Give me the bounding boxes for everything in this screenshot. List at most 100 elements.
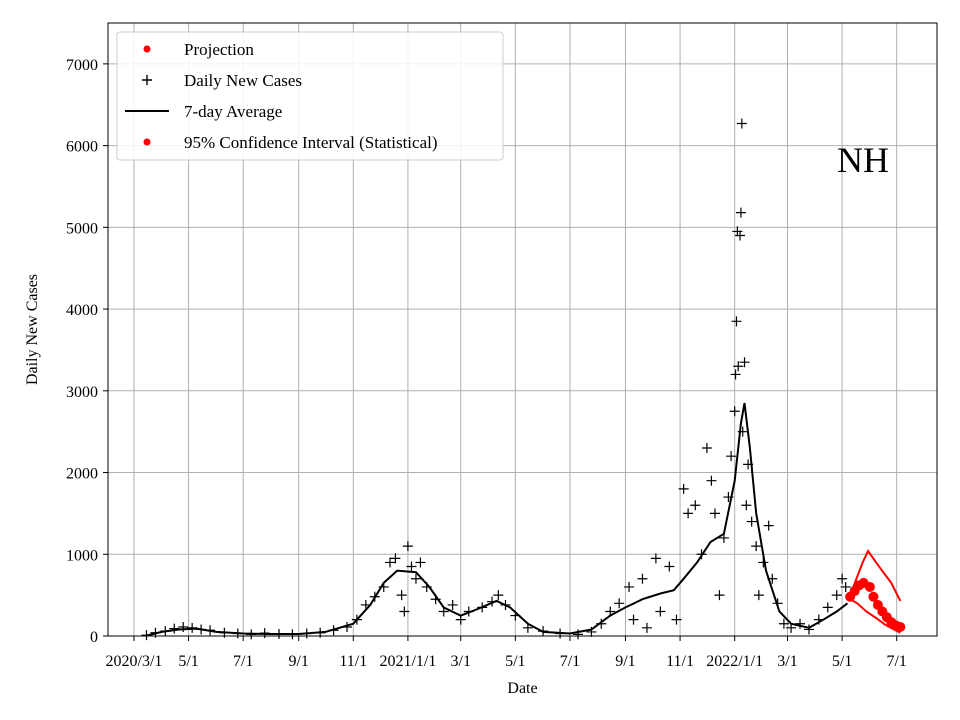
legend-label: Daily New Cases (184, 71, 302, 90)
seven-day-average-line (146, 402, 849, 637)
x-tick-label: 5/1 (832, 653, 852, 670)
legend-item: Projection (143, 40, 254, 59)
x-tick-label: 2021/1/1 (379, 653, 436, 670)
daily-cases-point (410, 573, 421, 584)
y-tick-label: 3000 (66, 384, 98, 401)
projection-point (864, 581, 875, 592)
daily-cases-point (421, 581, 432, 592)
daily-cases-point (415, 557, 426, 568)
x-tick-label: 7/1 (560, 653, 580, 670)
daily-cases-point (232, 628, 243, 639)
daily-cases-point (378, 581, 389, 592)
daily-cases-point (831, 590, 842, 601)
legend-item: 95% Confidence Interval (Statistical) (143, 133, 438, 152)
x-axis-ticks: 2020/3/1 5/1 7/1 9/1 11/1 2021/1/1 3/1 5/1 7/1 9/… (106, 636, 907, 670)
daily-cases-point (678, 483, 689, 494)
daily-cases-point (351, 614, 362, 625)
legend-marker-dot (143, 138, 151, 146)
daily-cases-point (455, 614, 466, 625)
daily-cases-point (605, 606, 616, 617)
daily-cases-point (729, 406, 740, 417)
daily-cases-point (696, 549, 707, 560)
daily-cases-point (733, 361, 744, 372)
legend-marker-plus (142, 75, 152, 85)
daily-cases-point (246, 629, 257, 640)
legend-label: 7-day Average (184, 102, 282, 121)
legend: Projection Daily New Cases 7-day Average 95… (116, 31, 504, 161)
y-tick-label: 6000 (66, 139, 98, 156)
y-tick-label: 4000 (66, 302, 98, 319)
y-tick-label: 2000 (66, 466, 98, 483)
daily-cases-point (778, 618, 789, 629)
daily-cases-point (555, 628, 566, 639)
daily-cases-point (840, 581, 851, 592)
x-tick-label: 9/1 (615, 653, 635, 670)
daily-cases-point (683, 508, 694, 519)
legend-label: Projection (184, 40, 254, 59)
daily-cases-point (360, 599, 371, 610)
daily-cases-point (837, 573, 848, 584)
daily-cases-point (743, 459, 754, 470)
daily-cases-point (822, 602, 833, 613)
daily-cases-point (586, 626, 597, 637)
daily-cases-point (273, 628, 284, 639)
daily-cases-point (385, 557, 396, 568)
daily-cases-point (746, 516, 757, 527)
daily-cases-point (637, 573, 648, 584)
legend-item: Daily New Cases (142, 71, 302, 90)
legend-box (116, 31, 504, 161)
x-tick-label: 11/1 (666, 653, 694, 670)
daily-cases-point (731, 316, 742, 327)
daily-cases-point (169, 623, 180, 634)
legend-marker-dot (143, 45, 151, 53)
daily-cases-point (160, 626, 171, 637)
confidence-interval-upper (849, 549, 902, 602)
daily-cases-point (342, 622, 353, 633)
daily-cases-point (803, 624, 814, 635)
seven-day-average-path (146, 402, 849, 637)
daily-cases-point (396, 590, 407, 601)
daily-cases-point (477, 602, 488, 613)
daily-cases-point (369, 591, 380, 602)
daily-cases-point (813, 614, 824, 625)
daily-cases-point (447, 599, 458, 610)
daily-cases-point (399, 606, 410, 617)
daily-cases-point (402, 541, 413, 552)
daily-cases-point (596, 618, 607, 629)
daily-cases-point (259, 628, 270, 639)
daily-cases-point (650, 553, 661, 564)
y-tick-label: 7000 (66, 57, 98, 74)
daily-cases-point (178, 622, 189, 633)
daily-cases-point (714, 590, 725, 601)
daily-cases-point (628, 614, 639, 625)
y-axis-label: Daily New Cases (24, 274, 41, 385)
daily-cases-point (301, 628, 312, 639)
daily-cases-point (739, 357, 750, 368)
daily-cases-point (706, 475, 717, 486)
projection-point (868, 591, 879, 602)
daily-cases-point (522, 622, 533, 633)
y-axis-ticks: 0 1000 2000 3000 4000 5000 6000 7000 (66, 57, 108, 646)
x-tick-label: 2020/3/1 (106, 653, 163, 670)
daily-cases-point (709, 508, 720, 519)
daily-cases-point (573, 629, 584, 640)
daily-cases-point (772, 598, 783, 609)
daily-cases-point (723, 492, 734, 503)
x-axis-label: Date (507, 680, 537, 697)
y-tick-label: 1000 (66, 547, 98, 564)
daily-cases-point (287, 629, 298, 640)
daily-cases-point (406, 561, 417, 572)
daily-cases-point (438, 606, 449, 617)
daily-cases-point (735, 230, 746, 241)
x-tick-label: 7/1 (886, 653, 906, 670)
x-tick-label: 5/1 (178, 653, 198, 670)
daily-cases-point (493, 590, 504, 601)
y-tick-label: 5000 (66, 220, 98, 237)
plot-frame (107, 22, 938, 637)
legend-label: 95% Confidence Interval (Statistical) (184, 133, 438, 152)
daily-cases-point (614, 598, 625, 609)
daily-cases-point (187, 622, 198, 633)
daily-cases-point (538, 626, 549, 637)
daily-cases-point (737, 426, 748, 437)
